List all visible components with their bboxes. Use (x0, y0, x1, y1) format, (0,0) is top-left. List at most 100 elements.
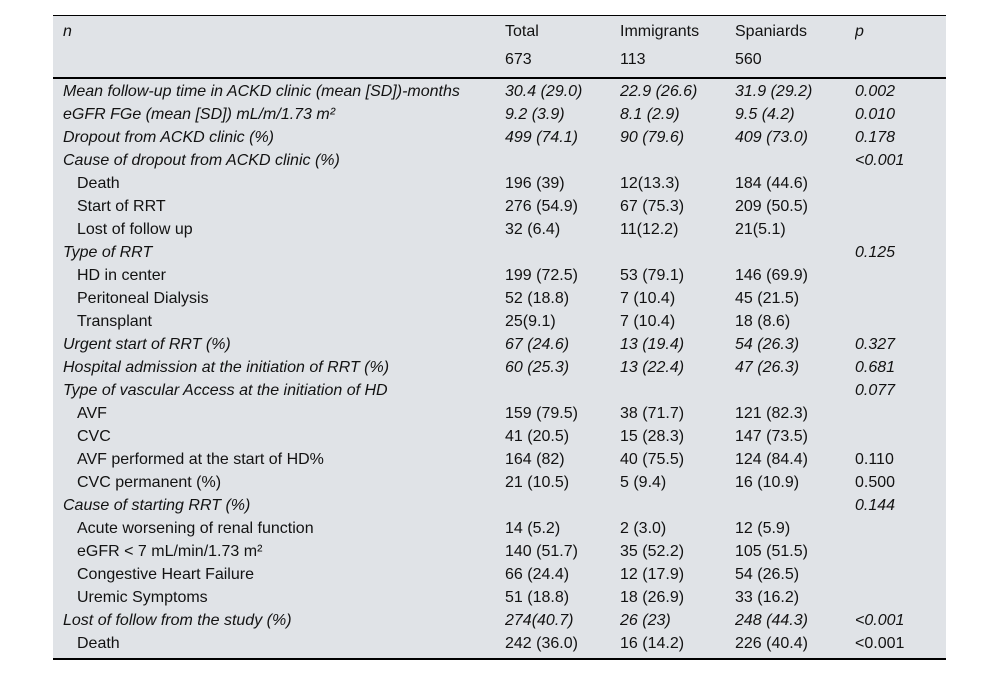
cell-immigrants: 40 (75.5) (620, 450, 685, 468)
table-row: Death 196 (39) 12(13.3) 184 (44.6) (53, 172, 946, 195)
cell-immigrants: 11(12.2) (620, 220, 679, 238)
cell-immigrants: 38 (71.7) (620, 404, 685, 422)
row-label: Death (77, 174, 120, 192)
table-row: Hospital admission at the initiation of … (53, 356, 946, 379)
cell-p: 0.681 (855, 358, 896, 376)
cell-spaniards: 248 (44.3) (735, 611, 808, 629)
cell-p: 0.500 (855, 473, 896, 491)
row-label: Lost of follow up (77, 220, 193, 238)
row-label: Urgent start of RRT (%) (63, 335, 231, 353)
table-row: CVC 41 (20.5) 15 (28.3) 147 (73.5) (53, 425, 946, 448)
cell-immigrants: 8.1 (2.9) (620, 105, 680, 123)
table-row: Peritoneal Dialysis 52 (18.8) 7 (10.4) 4… (53, 287, 946, 310)
table-row: Urgent start of RRT (%) 67 (24.6) 13 (19… (53, 333, 946, 356)
col-header-spaniards: Spaniards (735, 23, 808, 40)
row-label: Cause of dropout from ACKD clinic (%) (63, 151, 340, 169)
cell-spaniards: 209 (50.5) (735, 197, 808, 215)
table-body: Mean follow-up time in ACKD clinic (mean… (53, 79, 946, 658)
table-row: Type of vascular Access at the initiatio… (53, 379, 946, 402)
cell-spaniards: 124 (84.4) (735, 450, 808, 468)
cell-total: 21 (10.5) (505, 473, 570, 491)
row-label: Uremic Symptoms (77, 588, 208, 606)
cell-spaniards: 121 (82.3) (735, 404, 808, 422)
table-row: Cause of starting RRT (%) 0.144 (53, 494, 946, 517)
table-header-row-counts: 673 113 560 (53, 46, 946, 74)
cell-p: 0.125 (855, 243, 896, 261)
cell-total: 196 (39) (505, 174, 565, 192)
row-label: CVC (77, 427, 111, 445)
row-label: Type of vascular Access at the initiatio… (63, 381, 388, 399)
cell-spaniards: 33 (16.2) (735, 588, 800, 606)
cell-total: 140 (51.7) (505, 542, 578, 560)
row-label: eGFR FGe (mean [SD]) mL/m/1.73 m² (63, 105, 336, 123)
cell-p: 0.327 (855, 335, 896, 353)
cell-total: 9.2 (3.9) (505, 105, 565, 123)
table-row: eGFR < 7 mL/min/1.73 m² 140 (51.7) 35 (5… (53, 540, 946, 563)
cell-total: 242 (36.0) (505, 634, 578, 652)
cell-p: 0.144 (855, 496, 896, 514)
row-label: Lost of follow from the study (%) (63, 611, 292, 629)
cell-p: 0.077 (855, 381, 896, 399)
col-header-n: n (63, 23, 72, 40)
row-label: Congestive Heart Failure (77, 565, 254, 583)
table-row: Type of RRT 0.125 (53, 241, 946, 264)
row-label: Cause of starting RRT (%) (63, 496, 251, 514)
row-label: Mean follow-up time in ACKD clinic (mean… (63, 82, 460, 100)
cell-immigrants: 7 (10.4) (620, 312, 676, 330)
cell-immigrants: 18 (26.9) (620, 588, 685, 606)
cell-p: <0.001 (855, 611, 905, 629)
table-row: Transplant 25(9.1) 7 (10.4) 18 (8.6) (53, 310, 946, 333)
cell-p: <0.001 (855, 151, 905, 169)
cell-p: 0.110 (855, 450, 894, 468)
table-row: CVC permanent (%) 21 (10.5) 5 (9.4) 16 (… (53, 471, 946, 494)
cell-immigrants: 35 (52.2) (620, 542, 685, 560)
table-row: Cause of dropout from ACKD clinic (%) <0… (53, 149, 946, 172)
col-header-immigrants: Immigrants (620, 23, 700, 40)
table-row: Uremic Symptoms 51 (18.8) 18 (26.9) 33 (… (53, 586, 946, 609)
count-total: 673 (505, 51, 532, 68)
row-label: Transplant (77, 312, 152, 330)
cell-spaniards: 21(5.1) (735, 220, 786, 238)
cell-spaniards: 409 (73.0) (735, 128, 808, 146)
cell-total: 276 (54.9) (505, 197, 578, 215)
table-row: Lost of follow from the study (%) 274(40… (53, 609, 946, 632)
row-label: Dropout from ACKD clinic (%) (63, 128, 275, 146)
row-label: Start of RRT (77, 197, 166, 215)
cell-total: 67 (24.6) (505, 335, 570, 353)
table-row: Death 242 (36.0) 16 (14.2) 226 (40.4) <0… (53, 632, 946, 655)
cell-total: 30.4 (29.0) (505, 82, 583, 100)
cell-immigrants: 53 (79.1) (620, 266, 685, 284)
cell-total: 199 (72.5) (505, 266, 578, 284)
cell-immigrants: 15 (28.3) (620, 427, 685, 445)
table-row: Mean follow-up time in ACKD clinic (mean… (53, 80, 946, 103)
row-label: CVC permanent (%) (77, 473, 222, 491)
cell-immigrants: 12(13.3) (620, 174, 680, 192)
count-immigrants: 113 (620, 51, 646, 68)
table-row: eGFR FGe (mean [SD]) mL/m/1.73 m² 9.2 (3… (53, 103, 946, 126)
cell-spaniards: 9.5 (4.2) (735, 105, 795, 123)
cell-spaniards: 184 (44.6) (735, 174, 808, 192)
cell-immigrants: 16 (14.2) (620, 634, 685, 652)
cell-spaniards: 18 (8.6) (735, 312, 791, 330)
cell-total: 60 (25.3) (505, 358, 570, 376)
table-row: Lost of follow up 32 (6.4) 11(12.2) 21(5… (53, 218, 946, 241)
table-row: Start of RRT 276 (54.9) 67 (75.3) 209 (5… (53, 195, 946, 218)
cell-total: 14 (5.2) (505, 519, 561, 537)
cell-total: 274(40.7) (505, 611, 574, 629)
cell-immigrants: 13 (19.4) (620, 335, 685, 353)
table-header-row-labels: n Total Immigrants Spaniards p (53, 18, 946, 46)
cell-immigrants: 90 (79.6) (620, 128, 685, 146)
cell-spaniards: 54 (26.5) (735, 565, 800, 583)
table-row: AVF performed at the start of HD% 164 (8… (53, 448, 946, 471)
cell-immigrants: 2 (3.0) (620, 519, 667, 537)
row-label: AVF performed at the start of HD% (77, 450, 324, 468)
count-spaniards: 560 (735, 51, 762, 68)
cell-spaniards: 16 (10.9) (735, 473, 800, 491)
cell-total: 25(9.1) (505, 312, 556, 330)
cell-spaniards: 54 (26.3) (735, 335, 800, 353)
cell-immigrants: 22.9 (26.6) (620, 82, 698, 100)
clinical-outcomes-table: n Total Immigrants Spaniards p 673 113 5… (53, 15, 946, 660)
cell-immigrants: 7 (10.4) (620, 289, 676, 307)
cell-total: 52 (18.8) (505, 289, 570, 307)
